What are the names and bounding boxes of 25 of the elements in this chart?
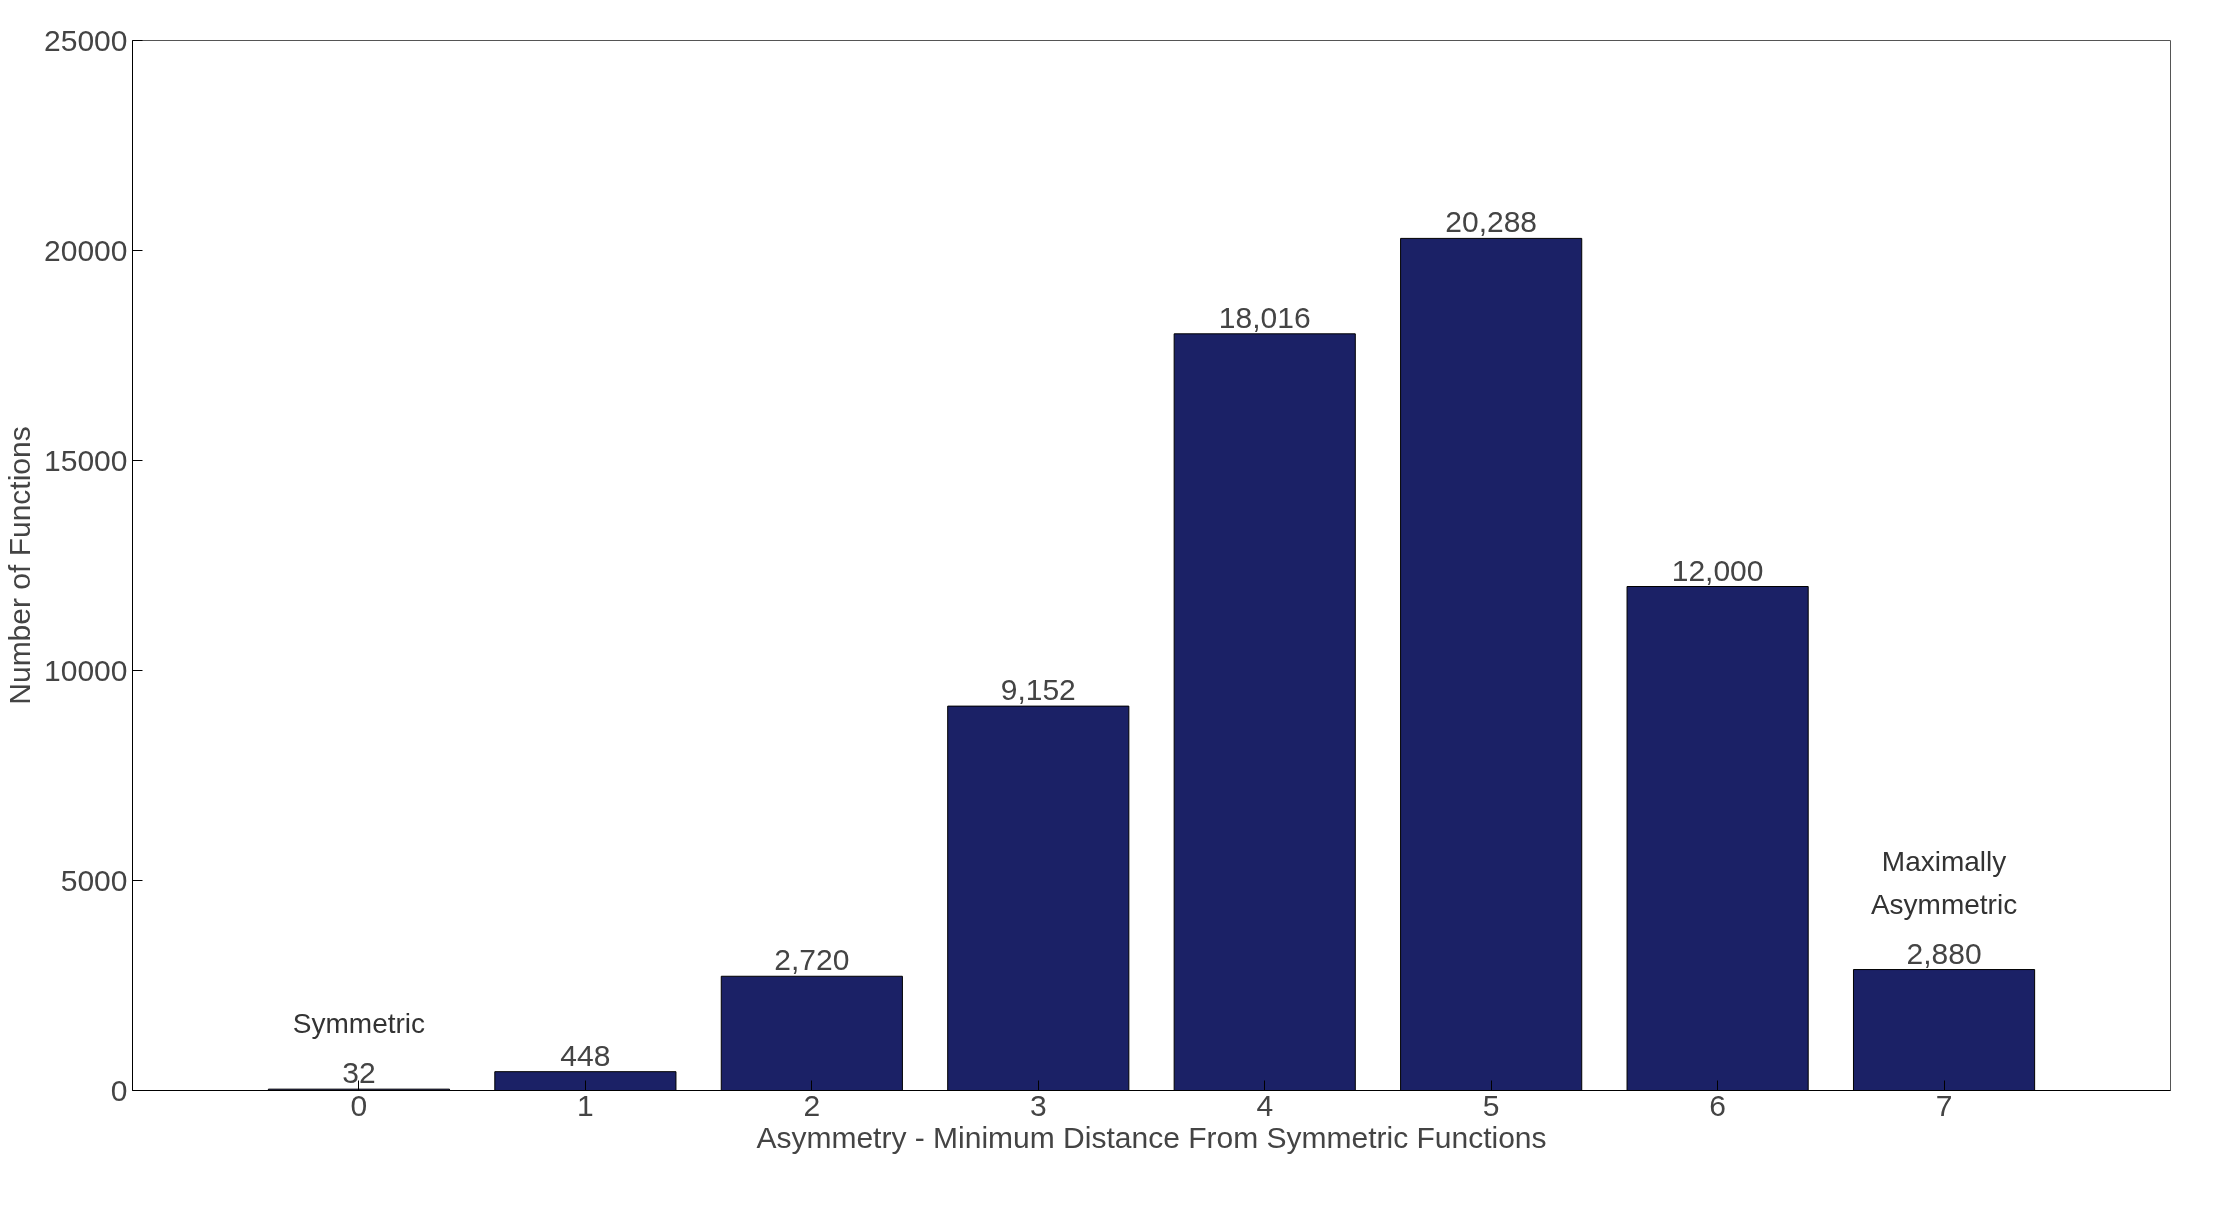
y-axis-title: Number of Functions [3,426,37,705]
x-tick-label: 0 [350,1088,368,1122]
x-tick-label: 5 [1482,1088,1500,1122]
data-label: 2,880 [1906,936,1982,970]
x-tick-label: 2 [803,1088,821,1122]
annotation: Maximally Asymmetric [1870,845,2018,920]
data-label: 2,720 [774,943,850,977]
y-tick-label: 25000 [44,23,128,57]
x-tick-label: 6 [1709,1088,1726,1122]
data-label: 448 [560,1038,611,1072]
x-tick-label: 4 [1256,1088,1274,1122]
data-label: 12,000 [1671,553,1764,587]
annotation: Symmetric [292,1008,426,1040]
data-label: 20,288 [1445,205,1538,239]
data-label: 32 [342,1056,376,1090]
x-tick-label: 7 [1935,1088,1953,1122]
x-axis-title: Asymmetry - Minimum Distance From Symmetric Functions [756,1120,1547,1154]
y-tick-label: 20000 [44,233,128,267]
y-tick-label: 15000 [44,443,128,477]
data-label: 18,016 [1218,300,1311,334]
data-label: 9,152 [1000,673,1076,707]
x-tick-label: 1 [577,1088,594,1122]
y-tick-label: 10000 [44,653,128,687]
y-tick-label: 5000 [60,863,128,897]
x-tick-label: 3 [1029,1088,1047,1122]
